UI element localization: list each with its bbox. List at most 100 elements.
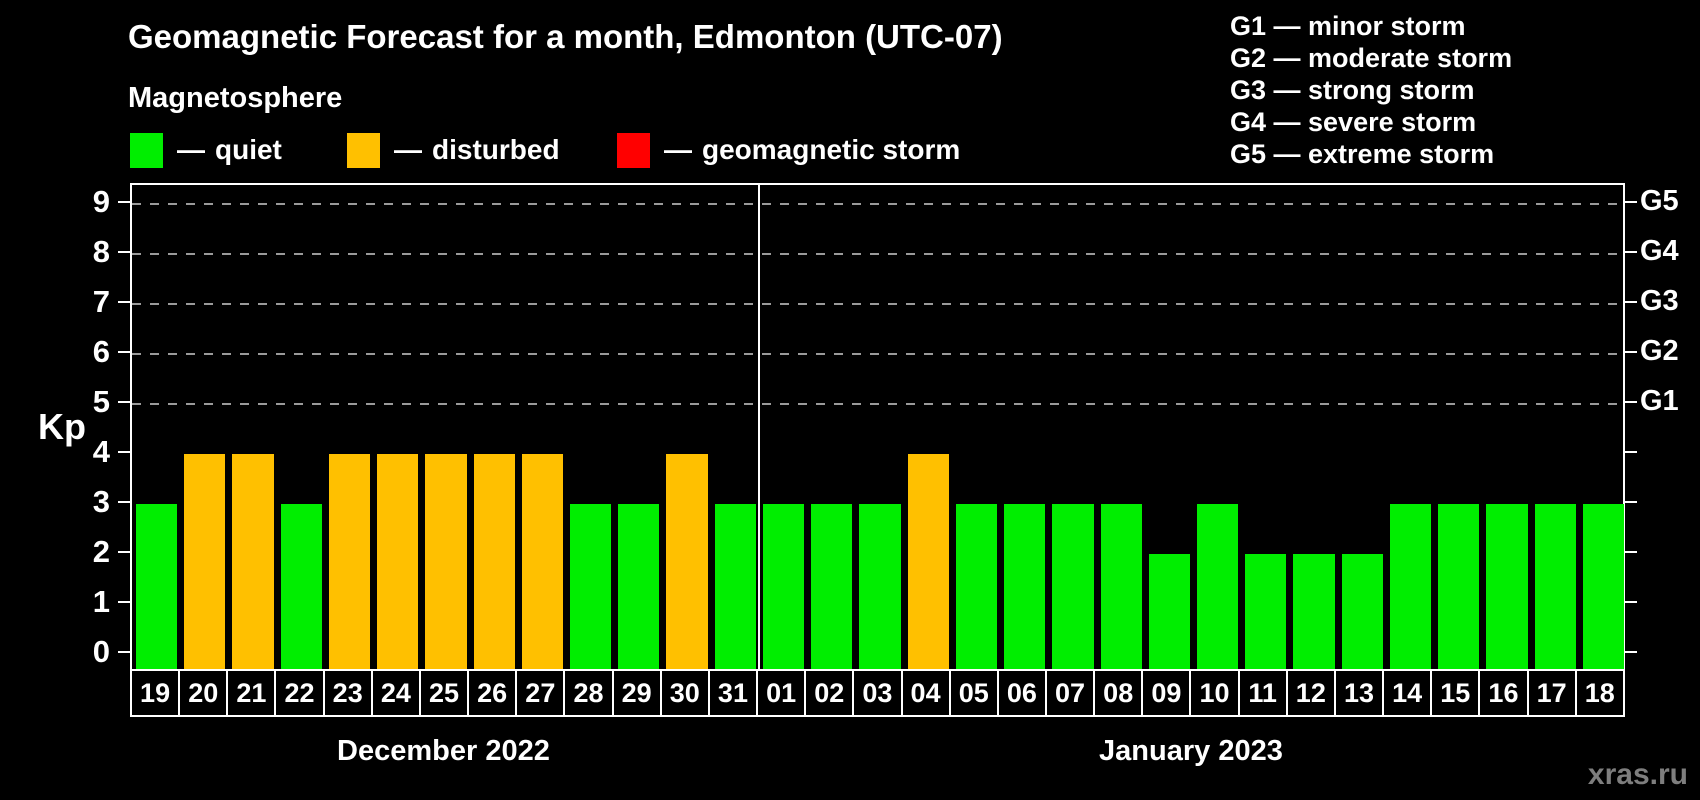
date-cell-22: 22 <box>276 671 325 715</box>
legend-label: disturbed <box>432 134 560 165</box>
date-cell-13: 13 <box>1336 671 1385 715</box>
right-tick-kp8 <box>1625 251 1637 253</box>
date-cell-19: 19 <box>132 671 181 715</box>
left-tick-kp6 <box>118 351 130 353</box>
legend-separator: — <box>394 134 422 165</box>
kp-bar-day-19 <box>136 504 178 671</box>
date-cell-12: 12 <box>1288 671 1336 715</box>
legend-item-storm: — geomagnetic storm <box>617 131 960 169</box>
date-cell-30: 30 <box>662 671 710 715</box>
date-cell-29: 29 <box>614 671 662 715</box>
kp-bar-day-26 <box>473 454 515 671</box>
right-axis-label-g4: G4 <box>1640 235 1679 267</box>
left-tick-label-kp5: 5 <box>92 384 110 419</box>
plot-area <box>130 183 1625 671</box>
right-tick-kp9 <box>1625 201 1637 203</box>
kp-bar-day-21 <box>232 454 274 671</box>
date-cell-16: 16 <box>1480 671 1529 715</box>
date-cell-28: 28 <box>565 671 614 715</box>
left-tick-label-kp0: 0 <box>92 634 110 669</box>
legend-item-quiet: — quiet <box>130 131 282 169</box>
left-tick-label-kp1: 1 <box>92 584 110 619</box>
kp-bar-day-20 <box>184 454 226 671</box>
left-tick-kp8 <box>118 251 130 253</box>
kp-bar-day-07 <box>1052 504 1094 671</box>
month-separator-0 <box>757 185 760 669</box>
left-tick-label-kp2: 2 <box>92 534 110 569</box>
date-cell-15: 15 <box>1432 671 1481 715</box>
kp-bar-day-06 <box>1004 504 1046 671</box>
date-cell-31: 31 <box>710 671 759 715</box>
date-cell-07: 07 <box>1047 671 1096 715</box>
legend-swatch-storm-icon <box>617 132 650 168</box>
g-legend-row-g1: G1 — minor storm <box>1230 11 1466 41</box>
gridline-kp7 <box>132 303 1623 305</box>
g-legend-row-g2: G2 — moderate storm <box>1230 43 1513 73</box>
left-tick-label-kp7: 7 <box>92 284 110 319</box>
page-title: Geomagnetic Forecast for a month, Edmont… <box>128 18 1003 55</box>
kp-bar-day-29 <box>618 504 660 671</box>
gridline-kp6 <box>132 353 1623 355</box>
kp-bar-day-10 <box>1196 504 1239 671</box>
right-axis-label-g2: G2 <box>1640 335 1679 367</box>
right-axis-label-g1: G1 <box>1640 385 1679 417</box>
g-legend-row-g4: G4 — severe storm <box>1230 107 1477 137</box>
left-tick-kp2 <box>118 551 130 553</box>
right-tick-kp3 <box>1625 501 1637 503</box>
kp-bar-day-05 <box>955 504 998 671</box>
right-tick-kp5 <box>1625 401 1637 403</box>
date-cell-27: 27 <box>517 671 566 715</box>
date-cell-02: 02 <box>806 671 855 715</box>
kp-bar-day-02 <box>811 504 853 671</box>
g-scale-legend: G1 — minor storm G2 — moderate storm G3 — … <box>1230 10 1512 170</box>
kp-bar-day-03 <box>859 504 901 671</box>
date-cell-04: 04 <box>903 671 951 715</box>
left-tick-label-kp9: 9 <box>92 184 110 219</box>
gridline-kp9 <box>132 203 1623 205</box>
left-tick-kp9 <box>118 201 130 203</box>
kp-bar-day-15 <box>1438 504 1480 671</box>
date-cell-18: 18 <box>1584 677 1615 708</box>
kp-bar-day-08 <box>1100 504 1142 671</box>
legend-swatch-disturbed-icon <box>347 132 380 168</box>
date-cell-20: 20 <box>180 671 229 715</box>
left-tick-label-kp4: 4 <box>92 434 110 469</box>
month-label-1: January 2023 <box>1099 735 1283 767</box>
right-tick-kp1 <box>1625 601 1637 603</box>
left-tick-label-kp6: 6 <box>92 334 110 369</box>
kp-bar-day-11 <box>1245 554 1287 671</box>
right-tick-kp7 <box>1625 301 1637 303</box>
legend-label: quiet <box>215 134 282 165</box>
kp-bar-day-16 <box>1486 504 1528 671</box>
date-cell-01: 01 <box>758 671 807 715</box>
date-cell-21: 21 <box>228 671 277 715</box>
legend-separator: — <box>177 134 205 165</box>
gridline-kp8 <box>132 253 1623 255</box>
kp-bar-day-22 <box>280 504 322 671</box>
date-axis-row: 19 20 21 22 23 24 25 26 27 28 29 30 31 01 02 03 04 05 06 07… <box>130 669 1625 717</box>
date-cell-09: 09 <box>1143 671 1192 715</box>
kp-bar-day-17 <box>1534 504 1576 671</box>
kp-bar-day-28 <box>570 504 612 671</box>
kp-bar-day-27 <box>521 454 564 671</box>
left-tick-kp4 <box>118 451 130 453</box>
date-cell-25: 25 <box>421 671 470 715</box>
right-axis-label-g5: G5 <box>1640 185 1679 217</box>
kp-axis-title: Kp <box>38 406 86 447</box>
kp-bar-day-12 <box>1293 554 1335 671</box>
right-tick-kp2 <box>1625 551 1637 553</box>
kp-bar-day-30 <box>666 454 708 671</box>
right-tick-kp6 <box>1625 351 1637 353</box>
kp-bar-day-31 <box>714 504 756 671</box>
left-tick-kp0 <box>118 651 130 653</box>
month-label-0: December 2022 <box>337 735 550 767</box>
left-tick-label-kp8: 8 <box>92 234 110 269</box>
left-tick-kp1 <box>118 601 130 603</box>
date-cell-10: 10 <box>1191 671 1240 715</box>
kp-bar-day-04 <box>907 454 949 671</box>
date-cell-05: 05 <box>951 671 999 715</box>
g-legend-row-g5: G5 — extreme storm <box>1230 139 1495 169</box>
kp-bar-day-25 <box>425 454 467 671</box>
g-legend-row-g3: G3 — strong storm <box>1230 75 1475 105</box>
